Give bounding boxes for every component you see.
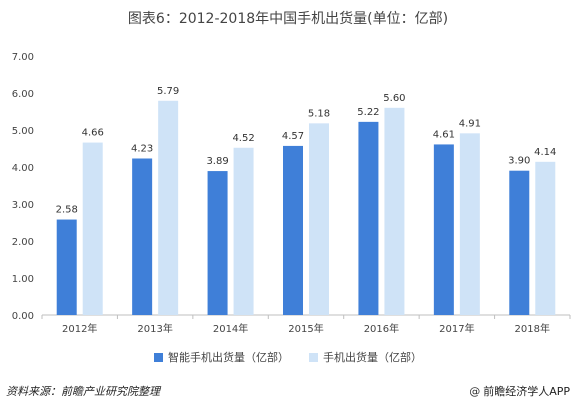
legend-item-mobile-phone: 手机出货量（亿部） bbox=[309, 349, 422, 365]
legend: 智能手机出货量（亿部） 手机出货量（亿部） bbox=[0, 349, 576, 365]
legend-label-smartphone: 智能手机出货量（亿部） bbox=[168, 351, 289, 364]
y-tick-label: 6.00 bbox=[12, 89, 34, 100]
bar-mobile-phone bbox=[233, 147, 254, 315]
brand-text: 前瞻经济学人APP bbox=[483, 385, 570, 398]
bar-smartphone bbox=[56, 219, 77, 315]
data-label-mobile-phone: 4.14 bbox=[534, 147, 556, 158]
data-label-smartphone: 4.57 bbox=[282, 131, 304, 142]
data-label-smartphone: 3.90 bbox=[508, 156, 530, 167]
bar-mobile-phone bbox=[82, 142, 103, 315]
x-tick-label: 2018年 bbox=[515, 322, 550, 335]
data-label-smartphone: 4.23 bbox=[131, 143, 153, 154]
y-tick-label: 3.00 bbox=[12, 200, 34, 211]
bar-mobile-phone bbox=[459, 133, 480, 315]
data-label-smartphone: 5.22 bbox=[357, 107, 379, 118]
y-tick-label: 1.00 bbox=[12, 274, 34, 285]
bar-smartphone bbox=[433, 144, 454, 315]
data-label-mobile-phone: 5.60 bbox=[383, 93, 405, 104]
bar-mobile-phone bbox=[384, 107, 405, 315]
bar-smartphone bbox=[509, 170, 530, 315]
y-tick-label: 7.00 bbox=[12, 52, 34, 63]
bar-chart: 0.00 1.00 2.00 3.00 4.00 5.00 6.00 7.00 2.58 4.66… bbox=[12, 52, 571, 335]
at-icon: @ bbox=[469, 384, 481, 398]
bar-smartphone bbox=[283, 145, 303, 315]
brand-credit: @ 前瞻经济学人APP bbox=[469, 383, 570, 399]
data-label-smartphone: 2.58 bbox=[56, 205, 78, 216]
data-label-mobile-phone: 5.18 bbox=[308, 108, 330, 119]
bar-smartphone bbox=[358, 121, 379, 315]
legend-label-mobile-phone: 手机出货量（亿部） bbox=[323, 351, 422, 364]
x-tick-label: 2014年 bbox=[213, 322, 248, 335]
data-label-mobile-phone: 4.91 bbox=[459, 118, 481, 129]
y-tick-label: 5.00 bbox=[12, 126, 34, 137]
bar-mobile-phone bbox=[309, 123, 329, 315]
data-label-smartphone: 4.61 bbox=[433, 129, 455, 140]
y-tick-label: 2.00 bbox=[12, 237, 34, 248]
data-label-mobile-phone: 5.79 bbox=[157, 86, 179, 97]
bar-mobile-phone bbox=[158, 100, 179, 316]
x-tick-label: 2016年 bbox=[364, 322, 399, 335]
data-label-smartphone: 3.89 bbox=[206, 156, 228, 167]
bar-smartphone bbox=[132, 158, 153, 315]
y-tick-label: 0.00 bbox=[12, 311, 34, 322]
legend-swatch-mobile-phone bbox=[309, 352, 318, 362]
source-note: 资料来源：前瞻产业研究院整理 bbox=[6, 385, 160, 398]
legend-item-smartphone: 智能手机出货量（亿部） bbox=[154, 349, 289, 365]
x-tick-label: 2012年 bbox=[62, 322, 97, 335]
bar-mobile-phone bbox=[535, 161, 556, 315]
x-tick-label: 2017年 bbox=[439, 322, 474, 335]
legend-swatch-smartphone bbox=[154, 352, 163, 362]
y-tick-label: 4.00 bbox=[12, 163, 34, 174]
chart-title: 图表6：2012-2018年中国手机出货量(单位：亿部) bbox=[127, 11, 449, 27]
x-tick-label: 2013年 bbox=[137, 322, 172, 335]
data-label-mobile-phone: 4.66 bbox=[82, 128, 104, 139]
bar-smartphone bbox=[207, 171, 228, 315]
data-label-mobile-phone: 4.52 bbox=[232, 133, 254, 144]
x-tick-label: 2015年 bbox=[288, 322, 323, 335]
